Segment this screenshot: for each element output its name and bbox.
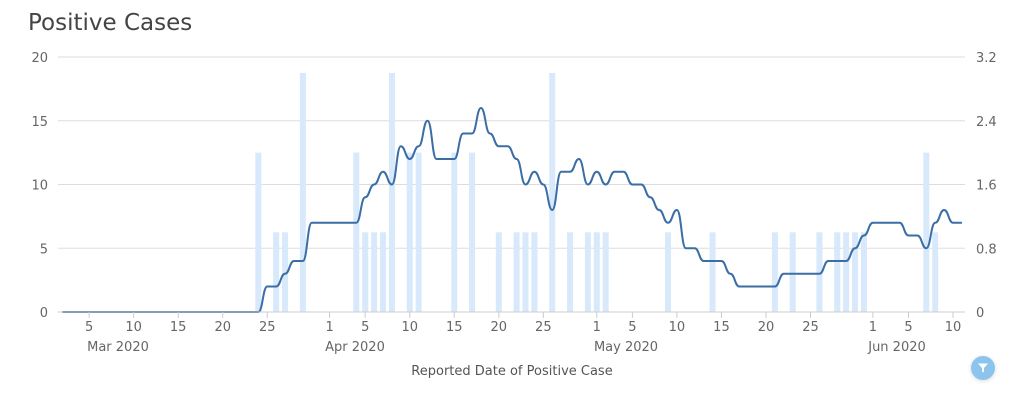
x-axis-tick-label: 20 <box>491 320 508 335</box>
bar <box>273 232 280 312</box>
bar <box>406 152 413 312</box>
x-axis-tick-label: 5 <box>85 320 93 335</box>
x-axis-tick-label: 25 <box>259 320 276 335</box>
x-axis-tick-label: 5 <box>904 320 912 335</box>
left-axis-tick-label: 5 <box>40 242 48 257</box>
bar <box>380 232 387 312</box>
axes: 0 05 0.810 1.615 2.420 3.25 10 15 20 25 1 5 10 15 20 25… <box>31 51 996 335</box>
bar <box>513 232 520 312</box>
x-axis-tick-label: 10 <box>669 320 686 335</box>
bar <box>834 232 841 312</box>
bar <box>923 152 930 312</box>
bar <box>451 152 458 312</box>
right-axis-tick-label: 3.2 <box>976 51 997 66</box>
x-axis-tick-label: 10 <box>945 320 962 335</box>
bar <box>299 72 306 312</box>
x-axis-tick-label: 25 <box>535 320 552 335</box>
bar <box>388 72 395 312</box>
month-label-may: May 2020 <box>594 340 658 355</box>
right-axis-tick-label: 0.8 <box>976 242 997 257</box>
bar <box>665 232 672 312</box>
bar <box>255 152 262 312</box>
x-axis-tick-label: 20 <box>214 320 231 335</box>
left-axis-tick-label: 15 <box>31 115 48 130</box>
bar <box>584 232 591 312</box>
month-label-mar: Mar 2020 <box>87 340 149 355</box>
x-axis-tick-label: 20 <box>758 320 775 335</box>
bar <box>522 232 529 312</box>
bar <box>567 232 574 312</box>
bar <box>469 152 476 312</box>
bar <box>852 232 859 312</box>
bar <box>415 152 422 312</box>
month-label-apr: Apr 2020 <box>325 340 385 355</box>
bar <box>789 232 796 312</box>
x-axis-tick-label: 15 <box>170 320 187 335</box>
bar <box>771 232 778 312</box>
x-axis-tick-label: 5 <box>361 320 369 335</box>
bar <box>932 232 939 312</box>
bar-series <box>255 72 939 312</box>
bar <box>495 232 502 312</box>
left-axis-tick-label: 20 <box>31 51 48 66</box>
bar <box>362 232 369 312</box>
month-label-jun: Jun 2020 <box>867 340 926 355</box>
bar <box>353 152 360 312</box>
right-axis-tick-label: 2.4 <box>976 115 997 130</box>
bar <box>860 232 867 312</box>
left-axis-tick-label: 0 <box>40 306 48 321</box>
bar <box>282 232 289 312</box>
x-axis-tick-label: 10 <box>401 320 418 335</box>
bar <box>371 232 378 312</box>
right-axis-tick-label: 0 <box>976 306 984 321</box>
line-path <box>62 106 962 313</box>
bar <box>709 232 716 312</box>
bar <box>593 232 600 312</box>
filter-button[interactable] <box>971 356 995 380</box>
x-axis-tick-label: 1 <box>325 320 333 335</box>
gridlines <box>58 56 965 249</box>
line-series <box>62 106 962 313</box>
x-axis-tick-label: 1 <box>593 320 601 335</box>
filter-icon <box>978 363 988 373</box>
chart-title: Positive Cases <box>28 10 193 36</box>
right-axis-tick-label: 1.6 <box>976 179 997 194</box>
x-axis-tick-label: 5 <box>628 320 636 335</box>
x-axis-title: Reported Date of Positive Case <box>411 364 612 379</box>
x-axis-tick-label: 15 <box>446 320 463 335</box>
bar <box>816 232 823 312</box>
x-axis-tick-label: 1 <box>869 320 877 335</box>
x-axis-tick-label: 10 <box>125 320 142 335</box>
bar <box>843 232 850 312</box>
x-axis-tick-label: 15 <box>713 320 730 335</box>
x-axis-tick-label: 25 <box>802 320 819 335</box>
bar <box>549 72 556 312</box>
bar <box>531 232 538 312</box>
bar <box>602 232 609 312</box>
left-axis-tick-label: 10 <box>31 179 48 194</box>
